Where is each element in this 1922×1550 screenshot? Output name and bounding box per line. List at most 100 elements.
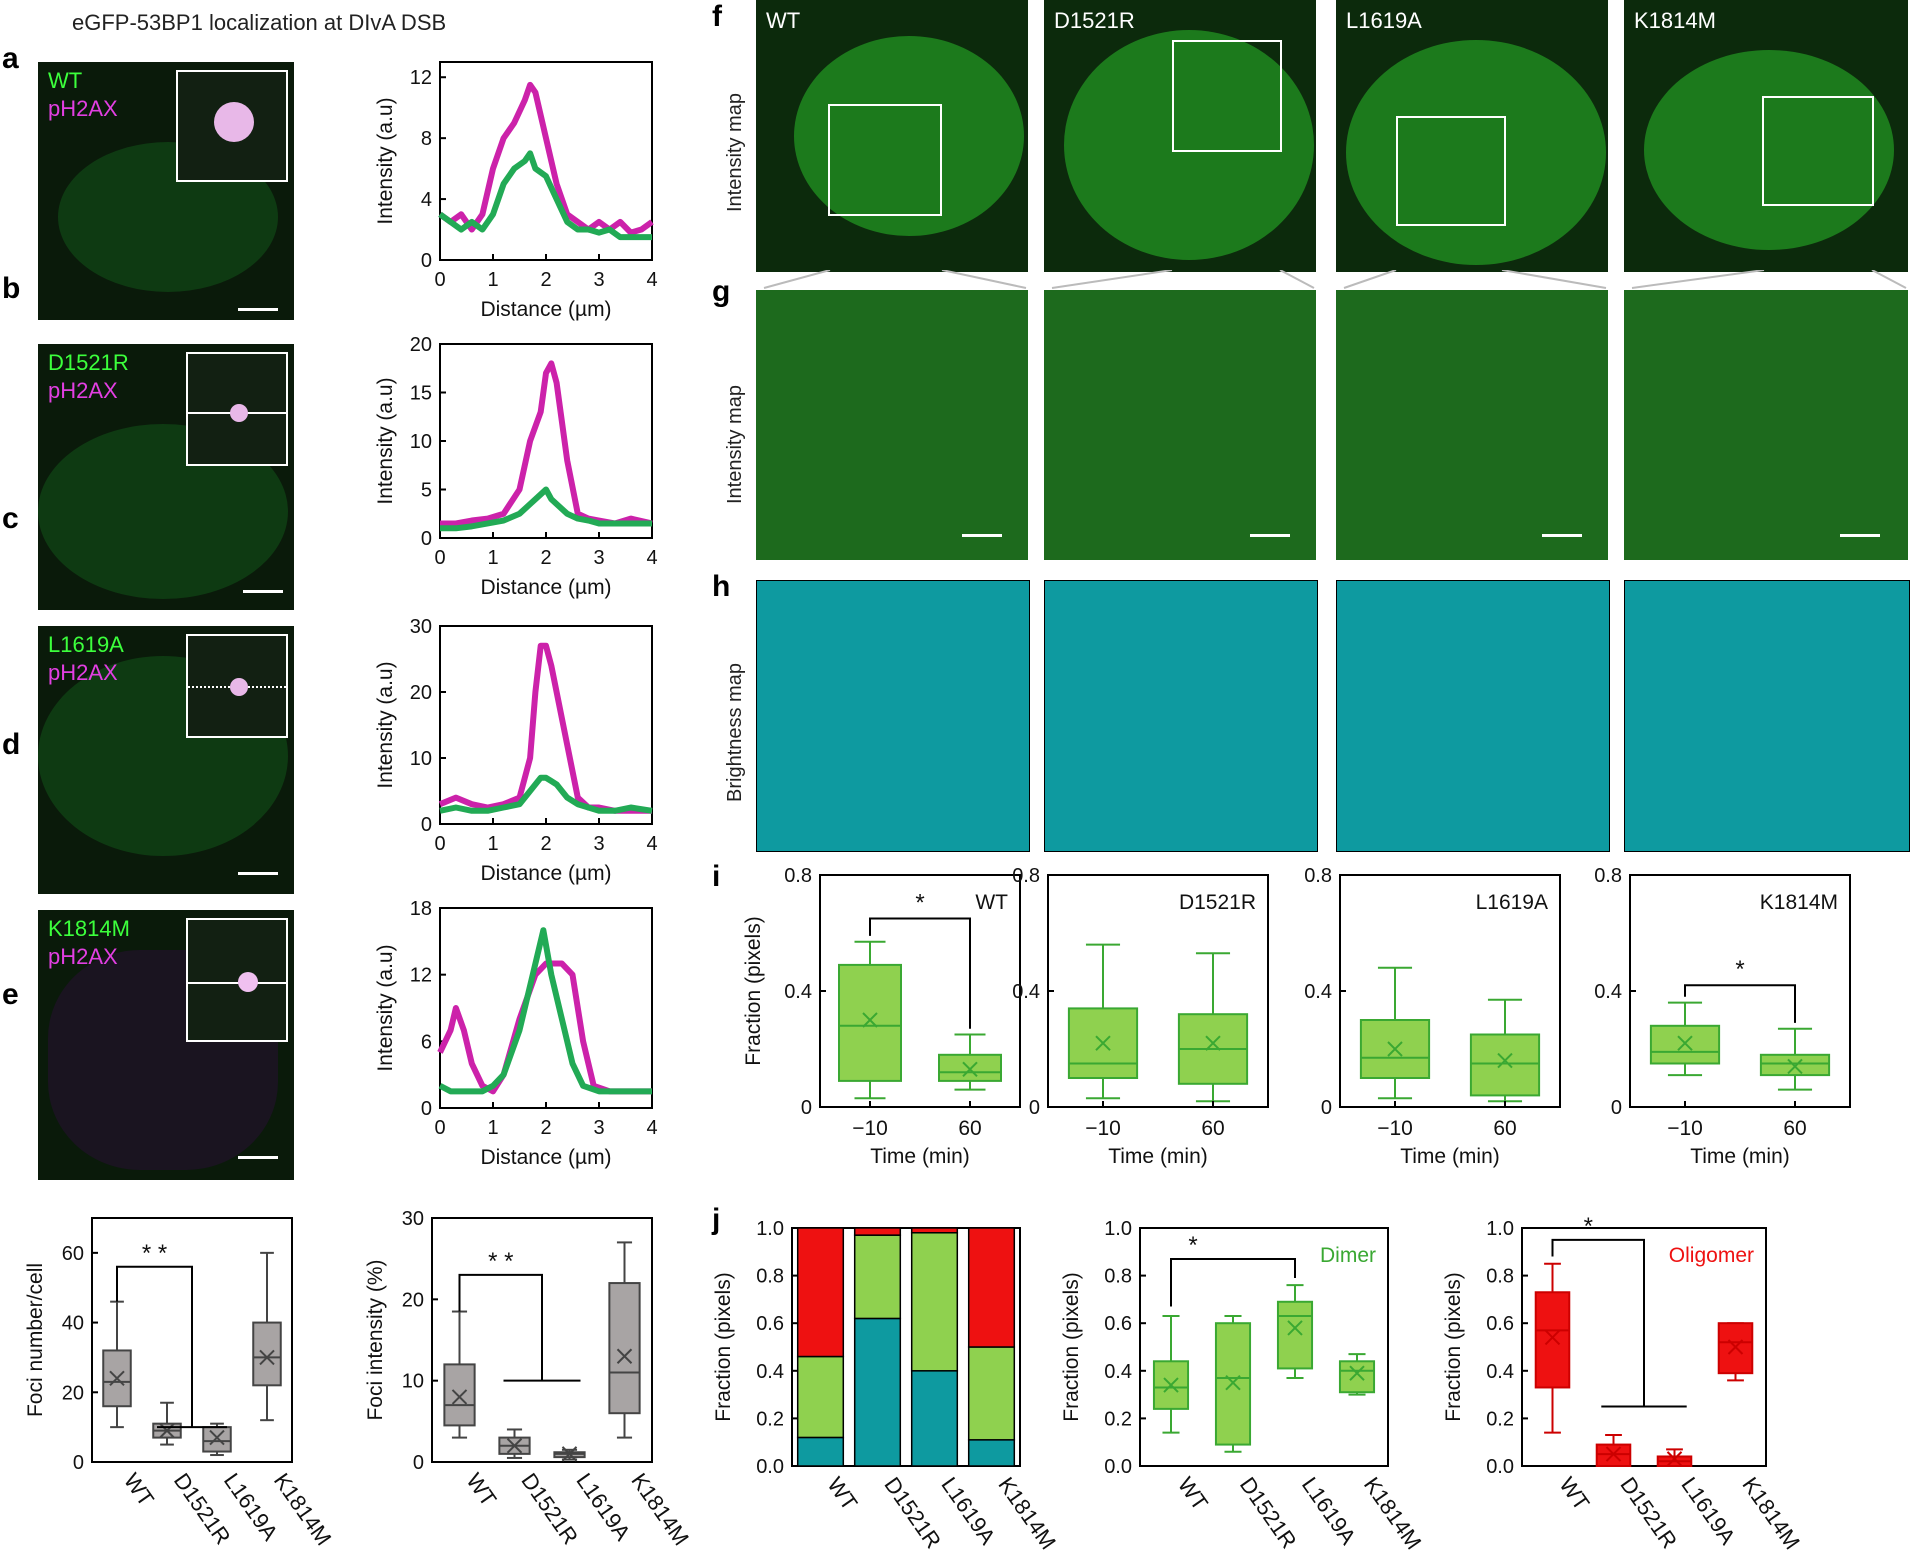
x-tick-label: 4 (646, 547, 657, 569)
y-tick-label: 0.2 (1486, 1408, 1514, 1430)
y-tick-label: 0.0 (1104, 1456, 1132, 1478)
green-label-d: K1814M (48, 916, 130, 941)
inset-a (176, 70, 288, 182)
y-axis-label: Foci number/cell (24, 1263, 47, 1417)
x-tick-label: 1 (487, 269, 498, 291)
significance-marker: * * (142, 1240, 167, 1267)
y-tick-label: 30 (410, 616, 432, 638)
panel-series-label: K1814M (1760, 891, 1838, 914)
panel-letter-b: b (2, 272, 21, 305)
y-tick-label: 0.8 (1594, 865, 1622, 887)
y-tick-label: 12 (410, 67, 432, 89)
panel-letter-f: f (712, 0, 722, 33)
significance-bracket (458, 1273, 543, 1381)
box-mean-marker (1544, 1329, 1561, 1346)
y-tick-label: 6 (421, 1031, 432, 1053)
x-tick-label: 0 (434, 833, 445, 855)
y-tick-label: 0 (1611, 1097, 1622, 1119)
box-body (938, 1053, 1002, 1082)
x-category-label: WT (119, 1469, 159, 1511)
box-mean-marker (1225, 1374, 1241, 1391)
magenta-label-a: pH2AX (48, 96, 118, 121)
y-tick-label: 0.2 (756, 1408, 784, 1430)
header-title: eGFP-53BP1 localization at DIvA DSB (72, 10, 447, 35)
x-tick-label: 4 (646, 269, 657, 291)
x-category-label: D1521R (879, 1473, 946, 1550)
stacked-bar-segment-red (853, 1227, 902, 1236)
stacked-bar-segment-lime (853, 1234, 902, 1320)
x-category-label: K1814M (1737, 1473, 1804, 1550)
y-tick-label: 0.4 (784, 981, 812, 1003)
green-label-b: D1521R (48, 350, 129, 375)
scale-bar (238, 872, 278, 875)
brightness-map-h-d1521r (1044, 580, 1318, 852)
scale-bar (1542, 534, 1582, 537)
x-category-label: 60 (958, 1117, 981, 1140)
y-tick-label: 0.8 (1012, 865, 1040, 887)
y-tick-label: 10 (410, 431, 432, 453)
stacked-bar-segment-lime (967, 1346, 1016, 1441)
x-category-label: 60 (1201, 1117, 1224, 1140)
scale-bar (962, 534, 1002, 537)
scale-bar (1840, 534, 1880, 537)
significance-bracket (1551, 1238, 1645, 1407)
panel-letter-e: e (2, 978, 19, 1011)
y-tick-label: 4 (421, 189, 432, 211)
stacked-bar-segment-red (796, 1227, 845, 1358)
y-tick-label: 30 (402, 1208, 424, 1230)
y-axis-label: Foci intensity (%) (364, 1259, 387, 1420)
y-tick-label: 0.8 (756, 1266, 784, 1288)
genotype-label-f-0: WT (766, 8, 801, 33)
y-tick-label: 60 (62, 1243, 84, 1265)
y-tick-label: 10 (410, 748, 432, 770)
box-mean-marker (209, 1429, 225, 1446)
x-category-label: D1521R (1235, 1473, 1302, 1550)
y-tick-label: 0.4 (1486, 1361, 1514, 1383)
y-axis-label: Intensity (a.u) (374, 944, 397, 1071)
series-line-green (440, 486, 652, 532)
panel-letter-d: d (2, 728, 21, 761)
box-mean-marker (962, 1061, 978, 1078)
x-category-label: WT (461, 1469, 501, 1511)
inset-b (186, 352, 288, 466)
box-mean-marker (1205, 1035, 1221, 1051)
x-category-label: K1814M (269, 1469, 336, 1550)
y-axis-label: Fraction (pixels) (742, 916, 765, 1065)
brightness-map-h-l1619a (1336, 580, 1610, 852)
significance-marker: * (1735, 956, 1744, 983)
y-tick-label: 40 (62, 1313, 84, 1335)
x-category-label: −10 (852, 1117, 888, 1140)
micrograph-a: WT pH2AX (38, 62, 294, 320)
y-tick-label: 1.0 (756, 1218, 784, 1240)
series-line-green (438, 150, 652, 241)
intensity-map-f-wt: WT (756, 0, 1028, 272)
box-body (1469, 1033, 1541, 1097)
series-line-green (439, 774, 653, 814)
box-mean-marker (1387, 1041, 1403, 1057)
x-tick-label: 1 (487, 1117, 498, 1139)
x-category-label: −10 (1085, 1117, 1121, 1140)
green-label-c: L1619A (48, 632, 124, 657)
y-axis-label: Intensity (a.u) (374, 97, 397, 224)
panel-letter-h: h (712, 570, 731, 603)
y-axis-label: Intensity (a.u) (374, 661, 397, 788)
x-category-label: −10 (1667, 1117, 1703, 1140)
plot-frame (1521, 1227, 1767, 1467)
x-category-label: L1619A (1297, 1473, 1361, 1550)
y-tick-label: 0.4 (756, 1361, 784, 1383)
y-tick-label: 0 (73, 1452, 84, 1474)
x-category-label: WT (1173, 1473, 1213, 1515)
y-tick-label: 0 (421, 814, 432, 836)
y-tick-label: 0.6 (756, 1313, 784, 1335)
intensity-map-g-wt (756, 290, 1028, 560)
x-category-label: K1814M (1359, 1473, 1426, 1550)
y-tick-label: 20 (62, 1382, 84, 1404)
intensity-map-f-d1521r: D1521R (1044, 0, 1316, 272)
x-tick-label: 3 (593, 547, 604, 569)
plot-frame (91, 1217, 293, 1463)
magenta-label-d: pH2AX (48, 944, 118, 969)
x-axis-label: Time (min) (1108, 1145, 1208, 1168)
box-body (1338, 1360, 1376, 1394)
x-axis-label: Time (min) (870, 1145, 970, 1168)
x-tick-label: 0 (434, 269, 445, 291)
